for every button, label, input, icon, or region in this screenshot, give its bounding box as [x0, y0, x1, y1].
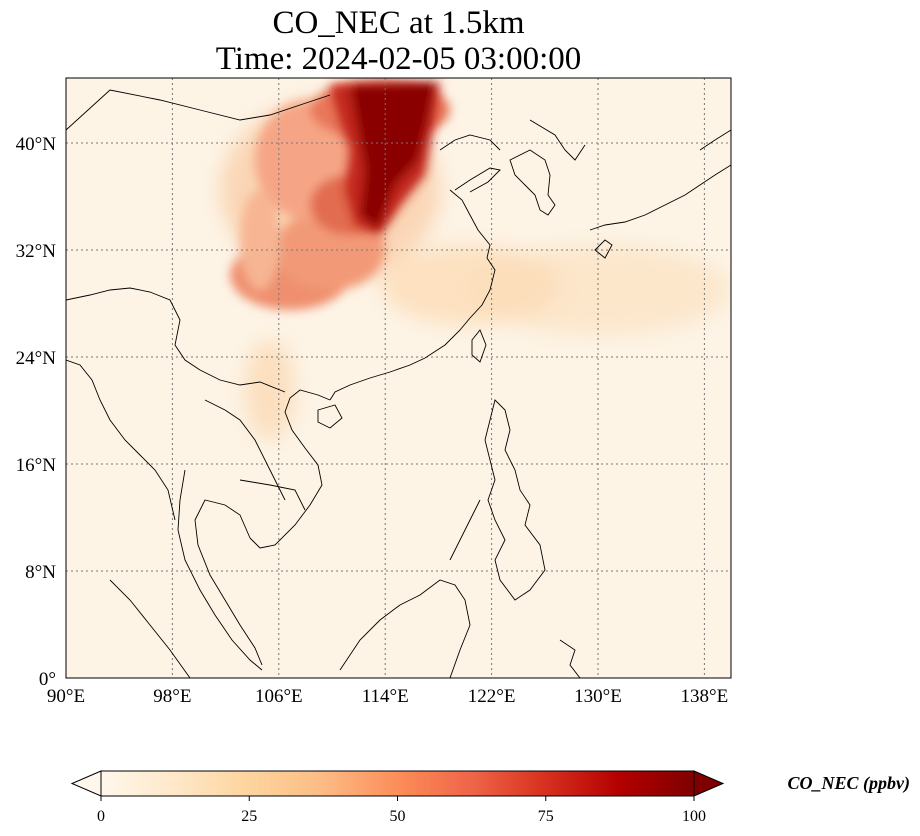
gridlines: [66, 78, 731, 678]
coastlines: [66, 89, 731, 678]
colorbar-tick-label: 100: [682, 808, 706, 825]
latitude-axis: 0° 8°N 16°N 24°N 32°N 40°N: [16, 134, 57, 690]
lon-tick-label: 114°E: [362, 686, 409, 707]
longitude-axis: 90°E 98°E 106°E 114°E 122°E 130°E 138°E: [47, 686, 728, 707]
colorbar-tick-label: 50: [390, 808, 406, 825]
lat-tick-label: 0°: [39, 669, 56, 690]
map-time-subtitle: Time: 2024-02-05 03:00:00: [215, 41, 582, 77]
colorbar-gradient: [101, 771, 694, 796]
concentration-field: [66, 78, 731, 678]
lon-tick-label: 130°E: [574, 686, 622, 707]
map-title: CO_NEC at 1.5km: [272, 5, 525, 41]
lon-tick-label: 122°E: [468, 686, 516, 707]
lon-tick-label: 90°E: [47, 686, 85, 707]
colorbar-tick-label: 0: [97, 808, 105, 825]
colorbar-min-extend: [70, 770, 102, 797]
lat-tick-label: 8°N: [25, 562, 56, 583]
lon-tick-label: 138°E: [681, 686, 729, 707]
colorbar: 0 25 50 75 100 CO_NEC (ppbv): [70, 770, 911, 825]
lat-tick-label: 32°N: [16, 241, 57, 262]
colorbar-label: CO_NEC (ppbv): [788, 773, 911, 794]
lat-tick-label: 16°N: [16, 455, 57, 476]
map-frame: [65, 77, 732, 679]
lat-tick-label: 40°N: [16, 134, 57, 155]
lon-tick-label: 98°E: [153, 686, 191, 707]
colorbar-max-extend: [693, 770, 725, 797]
colorbar-tick-label: 75: [538, 808, 554, 825]
lon-tick-label: 106°E: [255, 686, 303, 707]
lat-tick-label: 24°N: [16, 348, 57, 369]
colorbar-tick-label: 25: [241, 808, 257, 825]
